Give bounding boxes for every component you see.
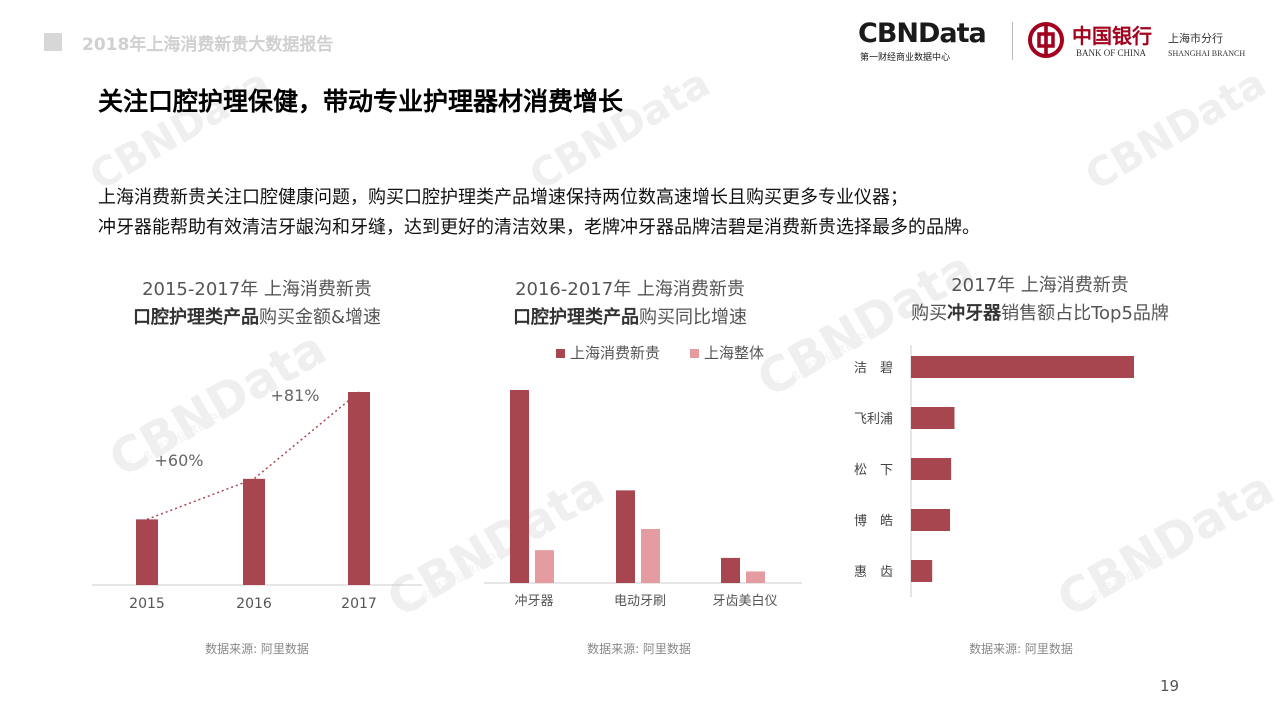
chart3-bar [911,560,933,582]
chart3-bar [911,356,1134,378]
branch-name-en: SHANGHAI BRANCH [1168,49,1246,58]
chart3-title-line2: 购买冲牙器销售额占比Top5品牌 [880,300,1200,328]
chart1-title-bold: 口腔护理类产品 [132,307,259,328]
chart2-legend-label: 上海整体 [704,344,764,362]
chart2-title-rest: 购买同比增速 [639,307,747,328]
chart3-title-bold: 冲牙器 [947,303,1002,324]
chart3-bar [911,407,955,429]
chart1-bar-2016 [243,478,265,585]
chart1-title-line2: 口腔护理类产品购买金额&增速 [92,304,422,332]
chart3-brand-label: 惠 齿 [854,565,893,580]
chart2-legend-swatch-icon [690,349,699,358]
chart2-title: 2016-2017年 上海消费新贵 口腔护理类产品购买同比增速 [465,276,795,332]
chart3-title-prefix: 购买 [911,303,948,324]
chart1-growth-annotation: +81% [271,386,320,405]
chart2-bar-new-elite [510,390,529,583]
chart2-bar-new-elite [721,557,740,583]
branch-name: 上海市分行 [1168,32,1223,45]
chart2-bar-shanghai-overall [641,528,660,583]
chart3-brand-label: 博 皓 [854,514,893,529]
cbndata-logo-subtitle: 第一财经商业数据中心 [860,53,951,63]
chart1-trend-line [146,391,360,521]
cbndata-logo: CBNData [858,18,987,49]
chart2-bar-shanghai-overall [535,550,554,583]
chart2-legend-swatch-icon [556,349,565,358]
chart3-source: 数据来源: 阿里数据 [969,642,1073,656]
chart3-brand-label: 洁 碧 [854,361,893,376]
header-square-icon [44,33,62,51]
description-line-2: 冲牙器能帮助有效清洁牙龈沟和牙缝，达到更好的清洁效果，老牌冲牙器品牌洁碧是消费新… [98,217,980,238]
chart3-bar [911,458,952,480]
logo-divider [1012,22,1013,60]
chart1-tick-label: 2015 [129,596,165,612]
watermark: CBNData [1078,60,1274,200]
bank-of-china-name-en: BANK OF CHINA [1076,48,1147,58]
page-number: 19 [1160,677,1180,695]
chart3-title: 2017年 上海消费新贵 购买冲牙器销售额占比Top5品牌 [880,272,1200,328]
chart2-title-line1: 2016-2017年 上海消费新贵 [515,279,745,300]
chart1-title-rest: 购买金额&增速 [258,307,382,328]
chart1-source: 数据来源: 阿里数据 [205,642,309,656]
chart1-growth-annotation: +60% [155,451,204,470]
report-title: 2018年上海消费新贵大数据报告 [82,35,334,55]
chart2-title-line2: 口腔护理类产品购买同比增速 [465,304,795,332]
chart2-bar-new-elite [616,490,635,583]
chart2-tick-label: 电动牙刷 [614,594,666,609]
chart1-tick-label: 2016 [236,596,272,612]
bank-of-china-name: 中国银行 [1072,24,1152,48]
chart3-title-rest: 销售额占比Top5品牌 [1001,303,1169,324]
chart3-bar [911,509,951,531]
bank-of-china-logo-icon [1028,22,1064,58]
description-line-1: 上海消费新贵关注口腔健康问题，购买口腔护理类产品增速保持两位数高速增长且购买更多… [98,187,908,208]
chart2-bar-shanghai-overall [746,571,765,583]
chart1-tick-label: 2017 [341,596,377,612]
chart3-brand-label: 飞利浦 [854,412,893,427]
chart3-brand-label: 松 下 [854,463,893,478]
chart2-legend-label: 上海消费新贵 [570,344,660,362]
chart2-title-bold: 口腔护理类产品 [513,307,639,328]
chart3-title-line1: 2017年 上海消费新贵 [951,275,1129,296]
chart2-source: 数据来源: 阿里数据 [587,642,691,656]
chart1-title-line1: 2015-2017年 上海消费新贵 [142,279,372,300]
chart1-title: 2015-2017年 上海消费新贵 口腔护理类产品购买金额&增速 [92,276,422,332]
page-title: 关注口腔护理保健，带动专业护理器材消费增长 [98,87,624,116]
chart1-purchase-amount-bar-chart: 2015 2016 2017 +60% +81% [92,386,422,612]
chart1-bar-2017 [348,392,370,585]
chart2-tick-label: 牙齿美白仪 [712,593,777,609]
chart2-tick-label: 冲牙器 [514,594,553,609]
chart1-bar-2015 [136,519,158,585]
